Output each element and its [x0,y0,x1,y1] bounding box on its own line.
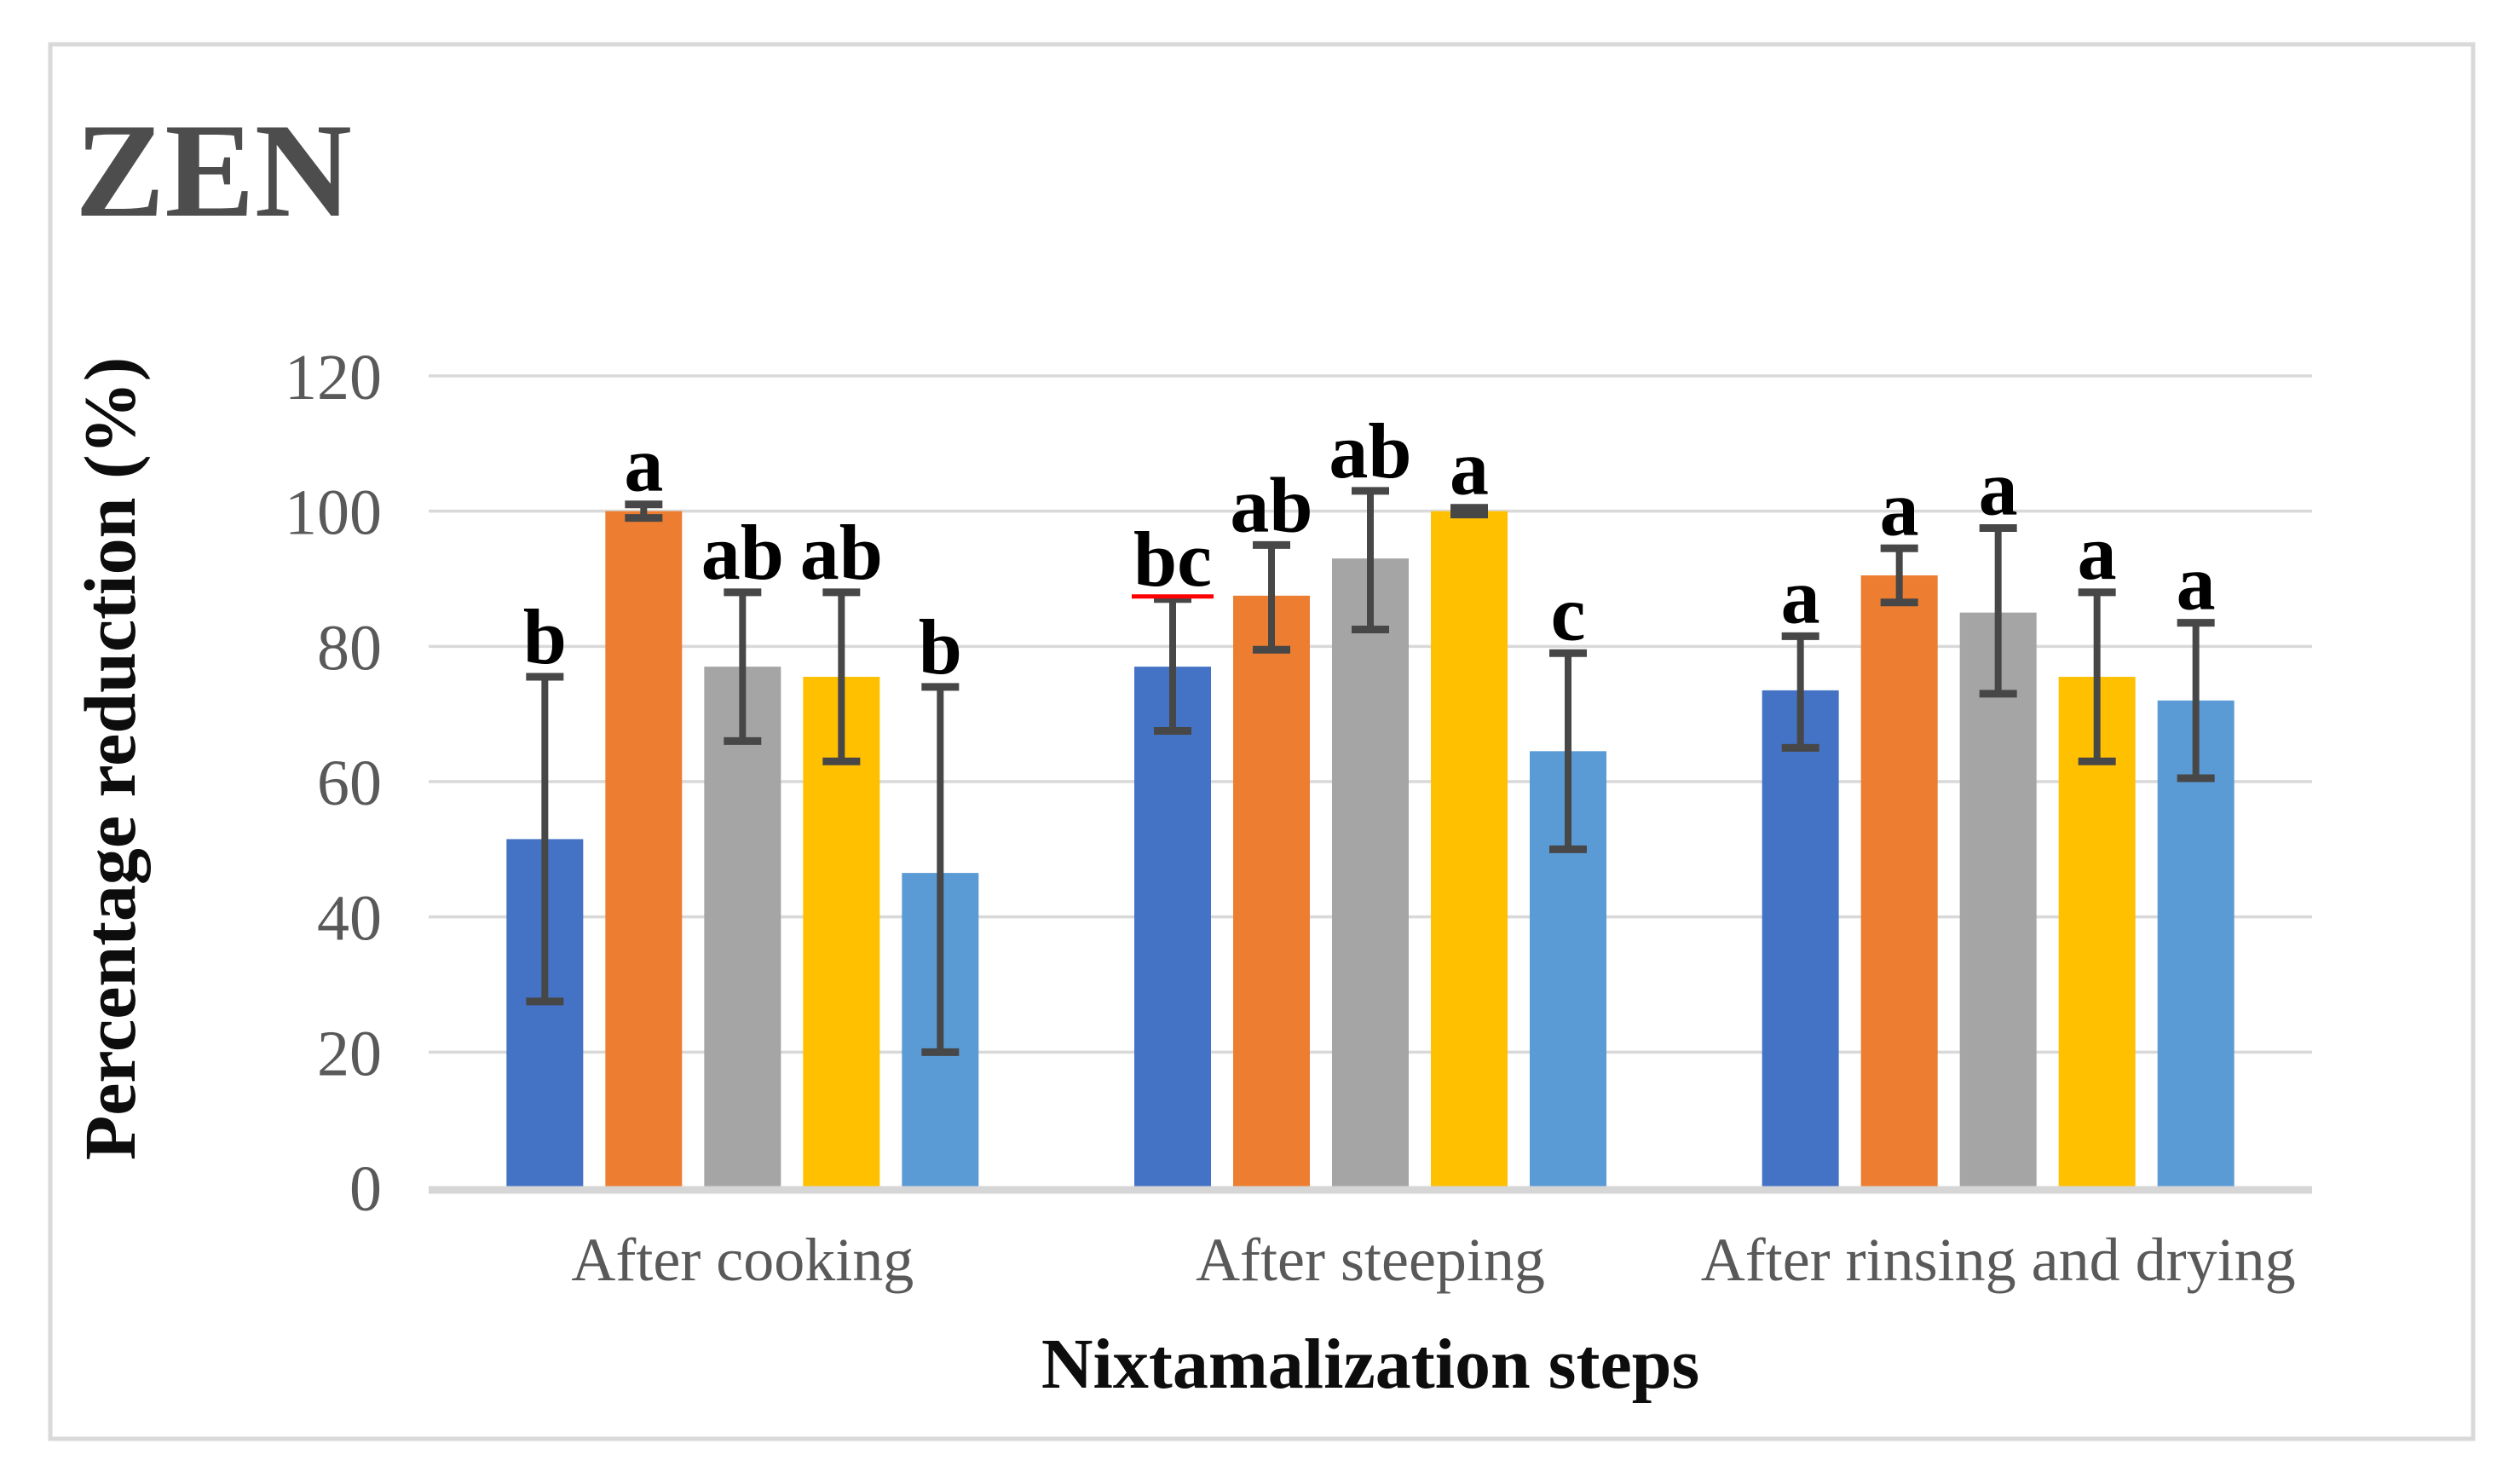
significance-letter: ab [1230,461,1312,548]
x-axis-title: Nixtamalization steps [1041,1325,1699,1404]
y-axis-tick-labels: 0 20 40 60 80 100 120 [285,342,382,1225]
x-category-label: After cooking [571,1226,914,1294]
y-tick-label: 120 [285,342,382,413]
bar-gold-2 [1431,511,1508,1187]
significance-letter: a [1781,552,1820,639]
bar-orange-1 [605,511,683,1187]
significance-letter: ab [1329,407,1411,494]
error-bars [526,487,2215,1056]
bar-orange-3 [1860,575,1938,1187]
significance-letter: a [624,421,663,508]
bar-gray-1 [704,667,781,1187]
significance-letter: ab [701,509,784,596]
y-tick-label: 20 [317,1018,382,1089]
y-axis-title: Percentage reduction (%) [69,357,151,1161]
y-tick-label: 0 [349,1153,382,1225]
significance-letter: a [2177,540,2216,627]
bar-dark-blue-3 [1762,690,1839,1187]
bar-gray-3 [1959,612,2037,1187]
x-category-label: After rinsing and drying [1701,1226,2296,1294]
y-tick-label: 60 [317,748,382,819]
y-tick-label: 100 [285,477,382,549]
y-tick-label: 40 [317,883,382,955]
significance-letter: b [523,593,567,680]
significance-letter: bc [1133,516,1212,603]
bar-dark-blue-2 [1134,667,1211,1187]
significance-letter: a [1880,465,1919,551]
significance-letter: a [2078,509,2117,596]
x-category-label: After steeping [1196,1226,1545,1294]
significance-letter: a [1979,445,2018,532]
x-category-labels: After cooking After steeping After rinsing… [571,1226,2295,1294]
y-tick-label: 80 [317,612,382,684]
significance-letter: ab [800,509,883,596]
chart-title: ZEN [75,96,352,245]
bar-orange-2 [1233,595,1310,1187]
significance-letter: c [1551,569,1586,656]
bar-gray-2 [1332,558,1409,1187]
significance-letter: a [1450,424,1489,511]
chart-border [48,42,2476,1441]
significance-letter: b [919,603,962,690]
